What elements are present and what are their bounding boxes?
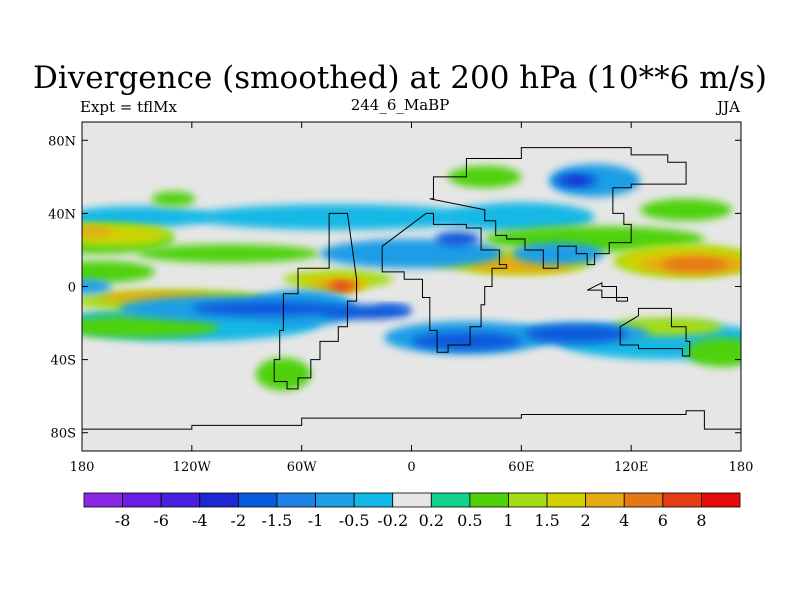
colorbar-swatch-4 xyxy=(237,492,278,508)
colorbar-label: 2 xyxy=(581,511,591,530)
colorbar-label: 4 xyxy=(619,511,629,530)
field-region-49 xyxy=(374,304,412,313)
colorbar-label: -4 xyxy=(192,511,208,530)
colorbar-swatch-14 xyxy=(623,492,664,508)
colorbar-swatch-16 xyxy=(701,492,741,508)
colorbar-swatch-10 xyxy=(469,492,509,508)
colorbar-swatch-9 xyxy=(430,492,471,508)
colorbar-swatch-0 xyxy=(83,492,123,508)
colorbar-swatch-12 xyxy=(546,492,587,508)
coastline-segment-0 xyxy=(273,212,358,390)
colorbar-swatch-5 xyxy=(276,492,316,508)
coastline xyxy=(82,147,741,430)
field-region-26 xyxy=(82,226,114,238)
colorbar-swatch-7 xyxy=(353,492,394,508)
colorbar-label: 0.2 xyxy=(419,511,444,530)
colorbar-swatch-6 xyxy=(315,492,355,508)
x-tick-label: 180 xyxy=(729,460,754,475)
coastline-segment-1 xyxy=(381,212,508,353)
field-region-36 xyxy=(319,238,504,269)
field-region-7 xyxy=(82,315,220,338)
colorbar-label: -0.2 xyxy=(377,511,408,530)
colorbar-label: -0.5 xyxy=(339,511,370,530)
field-region-33 xyxy=(332,282,352,291)
coastline-segment-3 xyxy=(587,282,629,302)
y-tick-label: 40S xyxy=(51,354,76,369)
subtitle-experiment: Expt = tflMx xyxy=(80,98,177,116)
field-region-48 xyxy=(565,176,588,185)
field-region-8 xyxy=(136,244,320,263)
plot-background xyxy=(82,122,741,451)
colorbar-swatch-15 xyxy=(662,492,702,508)
field-region-6 xyxy=(82,260,156,283)
chart-title: Divergence (smoothed) at 200 hPa (10**6 … xyxy=(33,60,767,96)
field-region-12 xyxy=(255,357,311,391)
subtitle-season: JJA xyxy=(717,98,740,116)
coastline-segment-2 xyxy=(429,147,687,269)
field-region-13 xyxy=(640,198,732,221)
colorbar-label: 1.5 xyxy=(534,511,559,530)
colorbar-swatch-11 xyxy=(508,492,548,508)
field-region-44 xyxy=(411,332,522,351)
field-region-40 xyxy=(82,279,112,294)
colorbar-label: -1 xyxy=(308,511,324,530)
coastline-segment-4 xyxy=(619,307,691,357)
y-tick-label: 40N xyxy=(48,207,76,222)
x-tick-label: 120W xyxy=(173,460,212,475)
x-tick-label: 60E xyxy=(508,460,534,475)
field-region-45 xyxy=(524,324,628,344)
colorbar-label: -8 xyxy=(115,511,131,530)
colorbar-swatch-1 xyxy=(122,492,162,508)
colorbar: -8 -6 -4 -2 -1.5 -1 -0.5 -0.2 0.2 0.5 1 1.5 2 4 6 8 xyxy=(83,492,741,530)
colorbar-swatch-3 xyxy=(199,492,239,508)
axes: 180 120W 60W 0 60E 120E 180 80N 40N 0 40S 80S xyxy=(48,122,753,475)
colorbar-label: 1 xyxy=(503,511,513,530)
field-region-42 xyxy=(191,301,339,316)
field-region-47 xyxy=(435,231,480,247)
field-region-14 xyxy=(686,337,741,367)
x-tick-label: 180 xyxy=(70,460,95,475)
subtitle-case: 244_6_MaBP xyxy=(350,96,450,114)
colorbar-swatch-2 xyxy=(160,492,201,508)
colorbar-label: 0.5 xyxy=(457,511,482,530)
field-region-11 xyxy=(151,191,196,207)
colorbar-label: -1.5 xyxy=(262,511,293,530)
colorbar-label: 8 xyxy=(696,511,706,530)
y-tick-label: 80S xyxy=(51,427,76,442)
x-tick-label: 120E xyxy=(614,460,648,475)
y-tick-label: 80N xyxy=(48,134,76,149)
colorbar-swatch-8 xyxy=(392,492,432,508)
field-region-31 xyxy=(662,257,729,272)
coastline-segment-5 xyxy=(82,410,741,430)
field-region-1 xyxy=(82,206,211,229)
colorbar-label: -6 xyxy=(153,511,169,530)
divergence-field xyxy=(82,164,741,391)
field-region-2 xyxy=(191,204,485,230)
x-tick-label: 60W xyxy=(287,460,318,475)
colorbar-label: 6 xyxy=(658,511,668,530)
y-tick-label: 0 xyxy=(68,281,76,296)
x-tick-label: 0 xyxy=(407,460,415,475)
colorbar-swatch-13 xyxy=(585,492,625,508)
colorbar-label: -2 xyxy=(231,511,247,530)
